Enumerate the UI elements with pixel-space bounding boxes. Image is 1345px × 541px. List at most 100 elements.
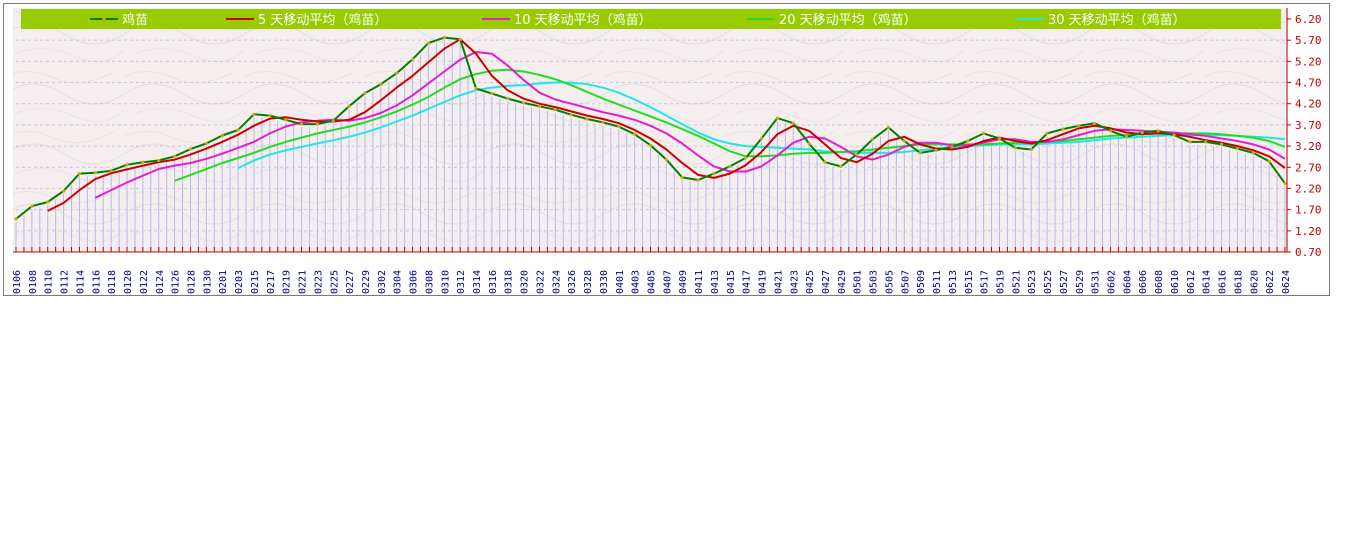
x-tick-label: 0602: [1107, 270, 1118, 294]
x-tick-label: 0217: [266, 270, 277, 294]
data-point: [188, 147, 193, 151]
x-tick-label: 0312: [456, 270, 467, 294]
x-tick-label: 0215: [250, 270, 261, 294]
data-point: [395, 71, 399, 75]
y-tick-label: 6.20: [1295, 13, 1322, 26]
data-point: [807, 141, 811, 146]
x-tick-label: 0429: [837, 270, 848, 294]
x-tick-label: 0302: [377, 270, 388, 294]
x-tick-label: 0523: [1027, 270, 1038, 294]
x-axis: 0106 0108 0110 0112 0114 0116 0118 0120 0122 0124…: [12, 247, 1292, 294]
x-tick-label: 0201: [218, 270, 229, 294]
legend-marker: [102, 17, 106, 21]
x-tick-label: 0304: [393, 270, 404, 294]
x-tick-label: 0223: [313, 270, 324, 294]
data-point: [1093, 121, 1097, 125]
x-tick-label: 0622: [1265, 270, 1276, 294]
data-point: [1045, 131, 1049, 135]
data-point: [315, 122, 319, 126]
data-point: [997, 136, 1002, 141]
x-tick-label: 0501: [853, 270, 864, 294]
data-point: [1124, 135, 1128, 139]
x-tick-label: 0314: [472, 270, 483, 294]
data-point: [331, 119, 335, 123]
series-line: [237, 81, 1286, 170]
data-point: [966, 139, 970, 143]
data-point: [950, 145, 954, 149]
data-point: [839, 164, 843, 169]
x-tick-label: 0513: [948, 270, 959, 294]
data-point: [886, 125, 891, 130]
series-lines: [14, 36, 1287, 221]
data-point: [870, 137, 875, 141]
x-tick-label: 0507: [900, 270, 911, 294]
data-point: [14, 217, 18, 221]
data-point: [1029, 147, 1033, 152]
x-tick-label: 0521: [1011, 270, 1022, 294]
data-point: [77, 172, 82, 176]
data-point: [1156, 129, 1160, 133]
x-tick-label: 0612: [1186, 270, 1197, 294]
x-tick-label: 0624: [1281, 270, 1292, 294]
data-point: [426, 41, 431, 45]
x-tick-label: 0529: [1075, 270, 1086, 294]
x-tick-label: 0116: [91, 270, 102, 294]
data-point: [284, 118, 288, 122]
data-point: [791, 121, 795, 125]
x-tick-label: 0330: [599, 270, 610, 294]
y-tick-label: 3.70: [1295, 119, 1322, 132]
data-point: [680, 175, 684, 180]
x-tick-label: 0401: [615, 270, 626, 294]
data-point: [744, 156, 748, 160]
x-tick-label: 0425: [805, 270, 816, 294]
data-point: [1108, 129, 1113, 133]
data-point: [902, 139, 906, 143]
data-point: [220, 133, 224, 138]
x-tick-label: 0120: [123, 270, 134, 294]
data-point: [268, 113, 272, 118]
x-tick-label: 0505: [884, 270, 895, 294]
x-tick-label: 0525: [1043, 270, 1054, 294]
x-tick-label: 0515: [964, 270, 975, 294]
x-tick-label: 0604: [1122, 270, 1133, 294]
volume-bars: [15, 40, 1286, 252]
y-tick-label: 3.20: [1295, 140, 1322, 153]
legend-label: 鸡苗: [122, 12, 148, 28]
x-tick-label: 0519: [995, 270, 1006, 294]
y-tick-label: 0.70: [1295, 246, 1322, 259]
data-point: [109, 169, 113, 173]
data-point: [506, 97, 510, 101]
data-point: [93, 171, 97, 175]
legend: 鸡苗 5 天移动平均（鸡苗） 10 天移动平均（鸡苗） 20 天移动平均（鸡苗） 30 …: [90, 12, 1186, 28]
data-point: [458, 37, 462, 41]
y-tick-label: 1.70: [1295, 204, 1322, 217]
data-point: [569, 113, 573, 117]
data-point: [522, 101, 526, 105]
data-point: [982, 131, 986, 135]
data-point: [1283, 181, 1287, 185]
x-tick-label: 0108: [28, 270, 39, 294]
data-point: [30, 204, 34, 208]
data-point: [918, 151, 922, 155]
data-point: [648, 143, 653, 147]
y-tick-label: 5.20: [1295, 55, 1322, 68]
x-tick-label: 0221: [298, 270, 309, 294]
data-point: [1172, 133, 1176, 137]
x-tick-label: 0503: [869, 270, 880, 294]
x-tick-label: 0318: [504, 270, 515, 294]
data-point: [141, 160, 145, 164]
x-tick-label: 0229: [361, 270, 372, 294]
x-tick-label: 0413: [710, 270, 721, 294]
series-line: [47, 38, 1286, 212]
data-point: [1077, 124, 1081, 128]
x-tick-label: 0405: [647, 270, 658, 294]
y-tick-label: 4.70: [1295, 77, 1322, 90]
x-tick-label: 0122: [139, 270, 150, 294]
x-tick-label: 0227: [345, 270, 356, 294]
data-point: [728, 164, 732, 169]
x-tick-label: 0316: [488, 270, 499, 294]
x-tick-label: 0620: [1249, 270, 1260, 294]
legend-label: 10 天移动平均（鸡苗）: [514, 12, 652, 28]
series-line: [174, 68, 1286, 182]
x-tick-label: 0531: [1091, 270, 1102, 294]
